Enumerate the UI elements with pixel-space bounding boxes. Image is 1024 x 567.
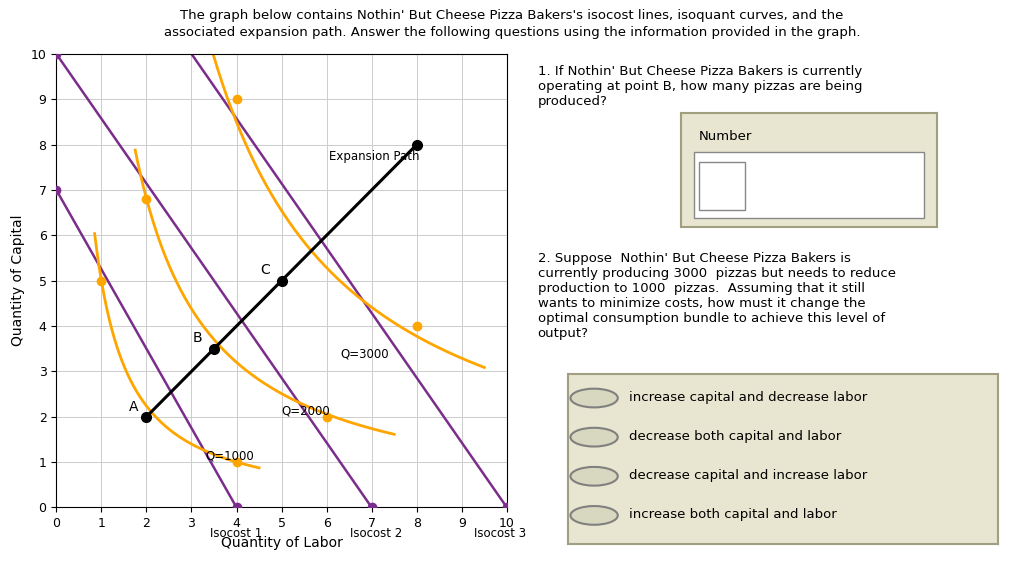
Text: B: B [193, 331, 202, 345]
Text: 1. If Nothin' But Cheese Pizza Bakers is currently
operating at point B, how man: 1. If Nothin' But Cheese Pizza Bakers is… [538, 65, 862, 108]
X-axis label: Quantity of Labor: Quantity of Labor [220, 536, 343, 550]
Text: Q=1000: Q=1000 [205, 450, 254, 463]
Text: Q=3000: Q=3000 [340, 348, 389, 361]
Circle shape [570, 506, 617, 525]
Text: decrease both capital and labor: decrease both capital and labor [629, 430, 841, 443]
Text: associated expansion path. Answer the following questions using the information : associated expansion path. Answer the fo… [164, 26, 860, 39]
Circle shape [570, 467, 617, 485]
Circle shape [570, 389, 617, 408]
Text: The graph below contains Nothin' But Cheese Pizza Bakers's isocost lines, isoqua: The graph below contains Nothin' But Che… [180, 9, 844, 22]
FancyBboxPatch shape [694, 152, 925, 218]
Text: decrease capital and increase labor: decrease capital and increase labor [629, 469, 866, 482]
Text: Number: Number [698, 130, 753, 143]
Text: Isocost 3: Isocost 3 [474, 527, 526, 540]
Text: increase both capital and labor: increase both capital and labor [629, 508, 837, 521]
Text: Expansion Path: Expansion Path [329, 150, 420, 163]
Text: Q=2000: Q=2000 [282, 404, 331, 417]
Text: Isocost 2: Isocost 2 [350, 527, 402, 540]
Text: 2. Suppose  Nothin' But Cheese Pizza Bakers is
currently producing 3000  pizzas : 2. Suppose Nothin' But Cheese Pizza Bake… [538, 252, 896, 340]
Y-axis label: Quantity of Capital: Quantity of Capital [11, 215, 26, 346]
Text: increase capital and decrease labor: increase capital and decrease labor [629, 391, 866, 404]
Text: A: A [129, 400, 139, 414]
Text: C: C [260, 263, 269, 277]
Circle shape [570, 428, 617, 447]
Text: Isocost 1: Isocost 1 [210, 527, 263, 540]
FancyBboxPatch shape [698, 162, 745, 210]
